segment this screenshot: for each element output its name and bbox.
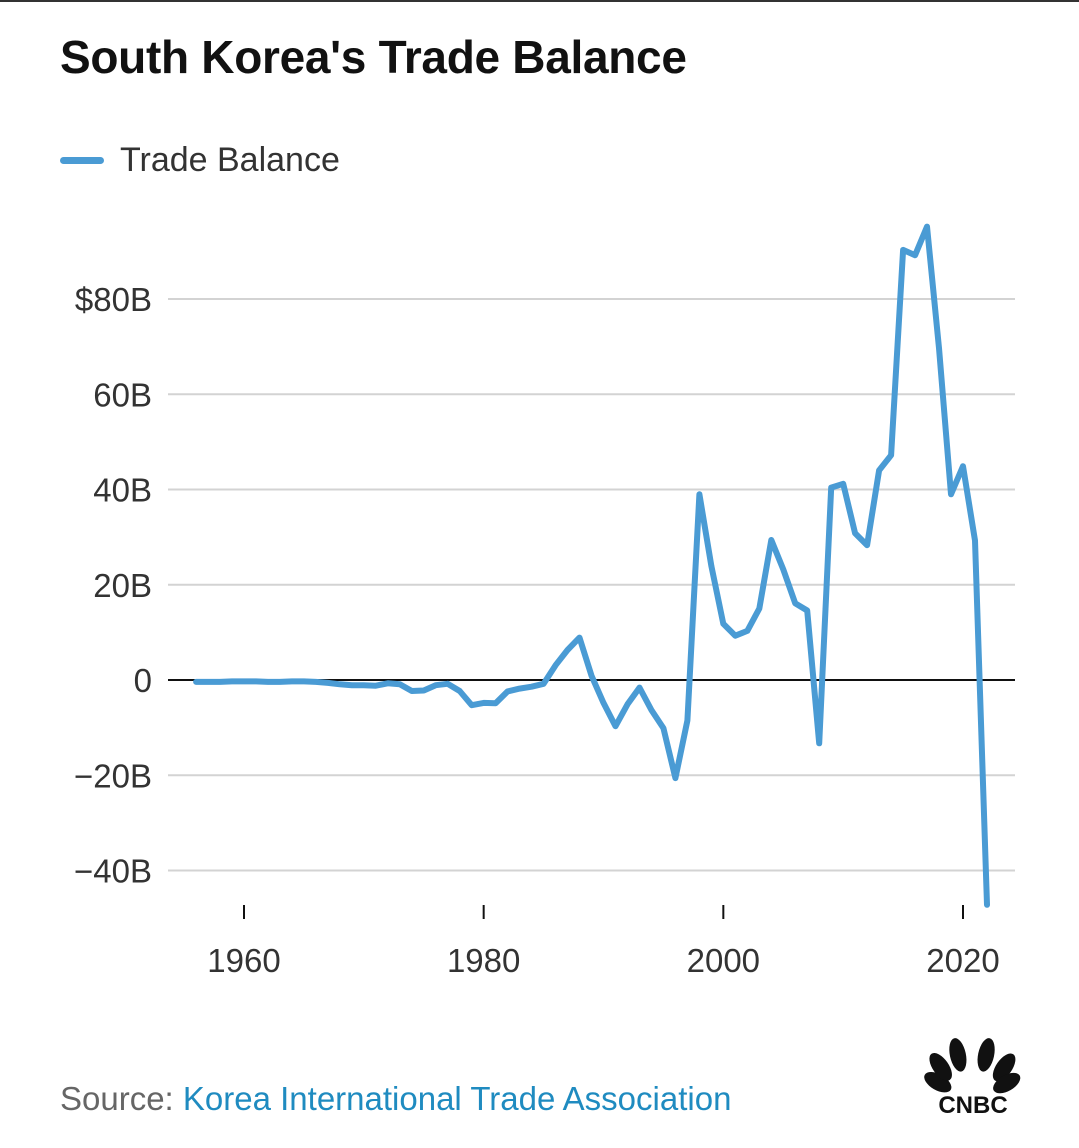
x-tick-label: 1960 [207,942,280,979]
source-note: Source: Korea International Trade Associ… [60,1080,731,1118]
top-border-line [0,0,1079,2]
y-axis-ticks: $80B 60B 40B 20B 0 −20B −40B [74,281,152,890]
x-tick-label: 1980 [447,942,520,979]
trade-balance-line [193,223,990,908]
cnbc-wordmark: CNBC [938,1092,1007,1116]
legend-line-swatch [60,156,104,164]
y-tick-label: −20B [74,757,152,794]
y-tick-label: 40B [93,472,152,509]
y-tick-label: −40B [74,853,152,890]
chart-title: South Korea's Trade Balance [60,31,687,83]
y-tick-label: 60B [93,376,152,413]
y-tick-label: $80B [75,281,152,318]
x-tick-label: 2020 [926,942,999,979]
cnbc-peacock-logo: CNBC [924,1038,1021,1116]
x-tick-label: 2000 [687,942,760,979]
series-layer [193,223,990,908]
source-link[interactable]: Korea International Trade Association [182,1080,732,1117]
y-tick-label: 20B [93,567,152,604]
legend: Trade Balance [60,138,340,182]
y-tick-label: 0 [134,662,152,699]
gridlines [168,298,1015,872]
trade-balance-chart: $80B 60B 40B 20B 0 −20B −40B 1960 1980 2000 2020 [74,223,1015,979]
legend-label: Trade Balance [120,140,340,179]
x-axis-ticks: 1960 1980 2000 2020 [207,905,1000,979]
source-prefix: Source: [60,1080,174,1117]
